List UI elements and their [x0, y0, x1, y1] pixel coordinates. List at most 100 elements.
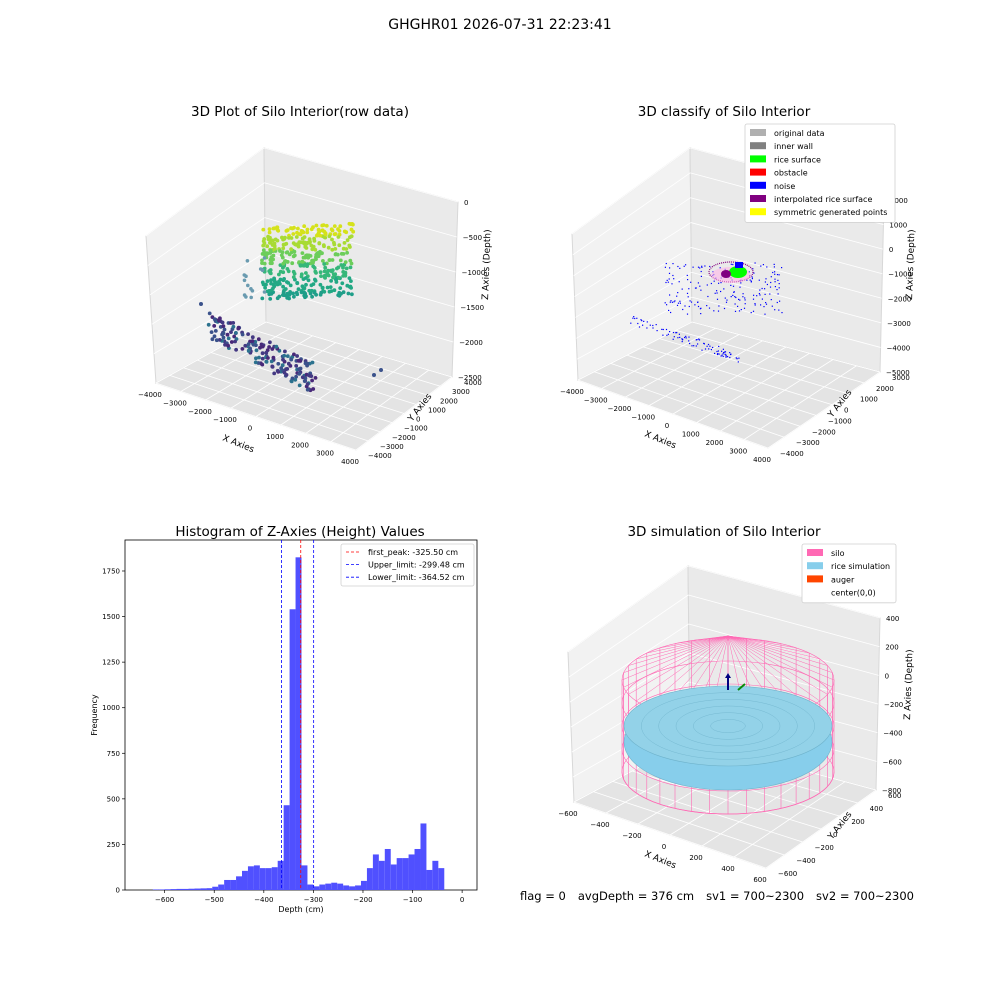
- noise-point: [761, 287, 763, 290]
- raw-point: [267, 230, 272, 235]
- raw-point: [311, 244, 316, 249]
- noise-point: [744, 297, 746, 299]
- z-axis-label: Z Axies (Depth): [481, 229, 493, 300]
- x-tick-label: −100: [403, 896, 422, 904]
- histogram-bar: [271, 867, 278, 890]
- noise-point: [723, 307, 726, 310]
- raw-point: [300, 375, 305, 380]
- raw-point-cloud: [199, 221, 383, 393]
- histogram-bar: [253, 865, 260, 890]
- legend-label: symmetric generated points: [774, 208, 887, 217]
- raw-point: [292, 225, 296, 230]
- noise-point: [697, 301, 699, 303]
- raw-point: [269, 292, 274, 296]
- noise-point: [725, 354, 727, 356]
- y-tick-label: 1500: [102, 613, 120, 621]
- noise-point: [690, 301, 693, 303]
- raw-point: [297, 383, 302, 388]
- noise-point: [771, 305, 773, 307]
- center-arrow: [737, 683, 746, 691]
- noise-point: [676, 295, 678, 297]
- noise-point: [730, 284, 732, 286]
- raw-point: [276, 361, 281, 366]
- raw-point: [269, 281, 273, 286]
- noise-point: [753, 272, 755, 274]
- histogram-legend: first_peak: -325.50 cm Upper_limit: -299.…: [340, 543, 475, 587]
- histogram-bar: [390, 864, 397, 890]
- raw-point: [348, 265, 353, 270]
- noise-point: [734, 303, 736, 305]
- raw-point: [223, 342, 227, 347]
- raw-point: [322, 275, 327, 279]
- histogram-bar: [224, 879, 231, 890]
- raw-point: [242, 278, 247, 283]
- x-tick-label: 0: [662, 843, 666, 851]
- raw-point: [307, 237, 312, 242]
- noise-point: [710, 282, 712, 285]
- noise-point: [673, 301, 675, 303]
- histogram-bar: [420, 823, 427, 890]
- y-tick-label: −2000: [812, 428, 836, 436]
- noise-point: [754, 303, 756, 305]
- raw-point: [322, 269, 327, 274]
- noise-point: [640, 319, 642, 321]
- raw-point: [292, 253, 297, 258]
- x-axis-ticks: −4000−3000−2000−1000 0 1000 2000 3000 4000: [138, 391, 359, 466]
- noise-point: [692, 266, 694, 268]
- histogram-bar: [206, 888, 213, 890]
- raw-point: [229, 330, 233, 334]
- raw-point: [304, 271, 308, 275]
- raw-point: [340, 281, 345, 286]
- auger-marker: [725, 673, 746, 691]
- raw-point: [262, 241, 267, 246]
- y-tick-label: 4000: [464, 379, 482, 387]
- raw-point: [296, 226, 300, 231]
- legend-label: original data: [774, 129, 825, 138]
- raw-point: [265, 289, 270, 294]
- noise-point: [716, 298, 719, 300]
- y-tick-label: 1000: [102, 704, 120, 712]
- noise-point: [716, 292, 718, 294]
- raw-point: [303, 262, 308, 267]
- raw-point: [305, 387, 310, 392]
- noise-point: [769, 293, 771, 295]
- noise-point: [724, 353, 726, 355]
- noise-point: [685, 264, 687, 266]
- noise-point: [667, 281, 669, 283]
- raw-point: [268, 261, 273, 266]
- noise-point: [686, 274, 688, 276]
- noise-point: [720, 282, 722, 284]
- raw-point: [282, 370, 287, 375]
- x-axis-label: X Axies: [643, 430, 678, 452]
- raw-point: [319, 290, 324, 295]
- noise-point: [684, 336, 686, 339]
- histogram-bar: [331, 882, 338, 890]
- raw-point: [268, 340, 272, 345]
- raw-point: [334, 277, 339, 282]
- x-tick-label: 4000: [753, 456, 771, 464]
- raw-point: [324, 223, 329, 228]
- noise-point: [744, 299, 746, 301]
- raw-point: [333, 247, 338, 251]
- x-tick-label: 3000: [729, 448, 747, 456]
- raw-point: [318, 282, 323, 287]
- silo-roof-line: [727, 635, 797, 649]
- noise-point: [717, 310, 720, 312]
- raw-point: [299, 274, 304, 279]
- rice-mesh-ring: [693, 712, 763, 740]
- noise-point: [764, 288, 766, 290]
- noise-point: [735, 357, 737, 359]
- raw-point: [288, 283, 293, 288]
- histogram-bar: [366, 868, 373, 891]
- noise-point: [649, 324, 651, 326]
- raw-point: [264, 350, 269, 355]
- z-tick-label: 0: [889, 246, 893, 254]
- raw-point: [336, 235, 341, 239]
- noise-point: [721, 350, 723, 352]
- raw-point: [270, 347, 275, 351]
- noise-point: [690, 281, 692, 283]
- raw-point: [225, 332, 230, 337]
- noise-point: [718, 345, 720, 347]
- raw-point: [298, 232, 303, 237]
